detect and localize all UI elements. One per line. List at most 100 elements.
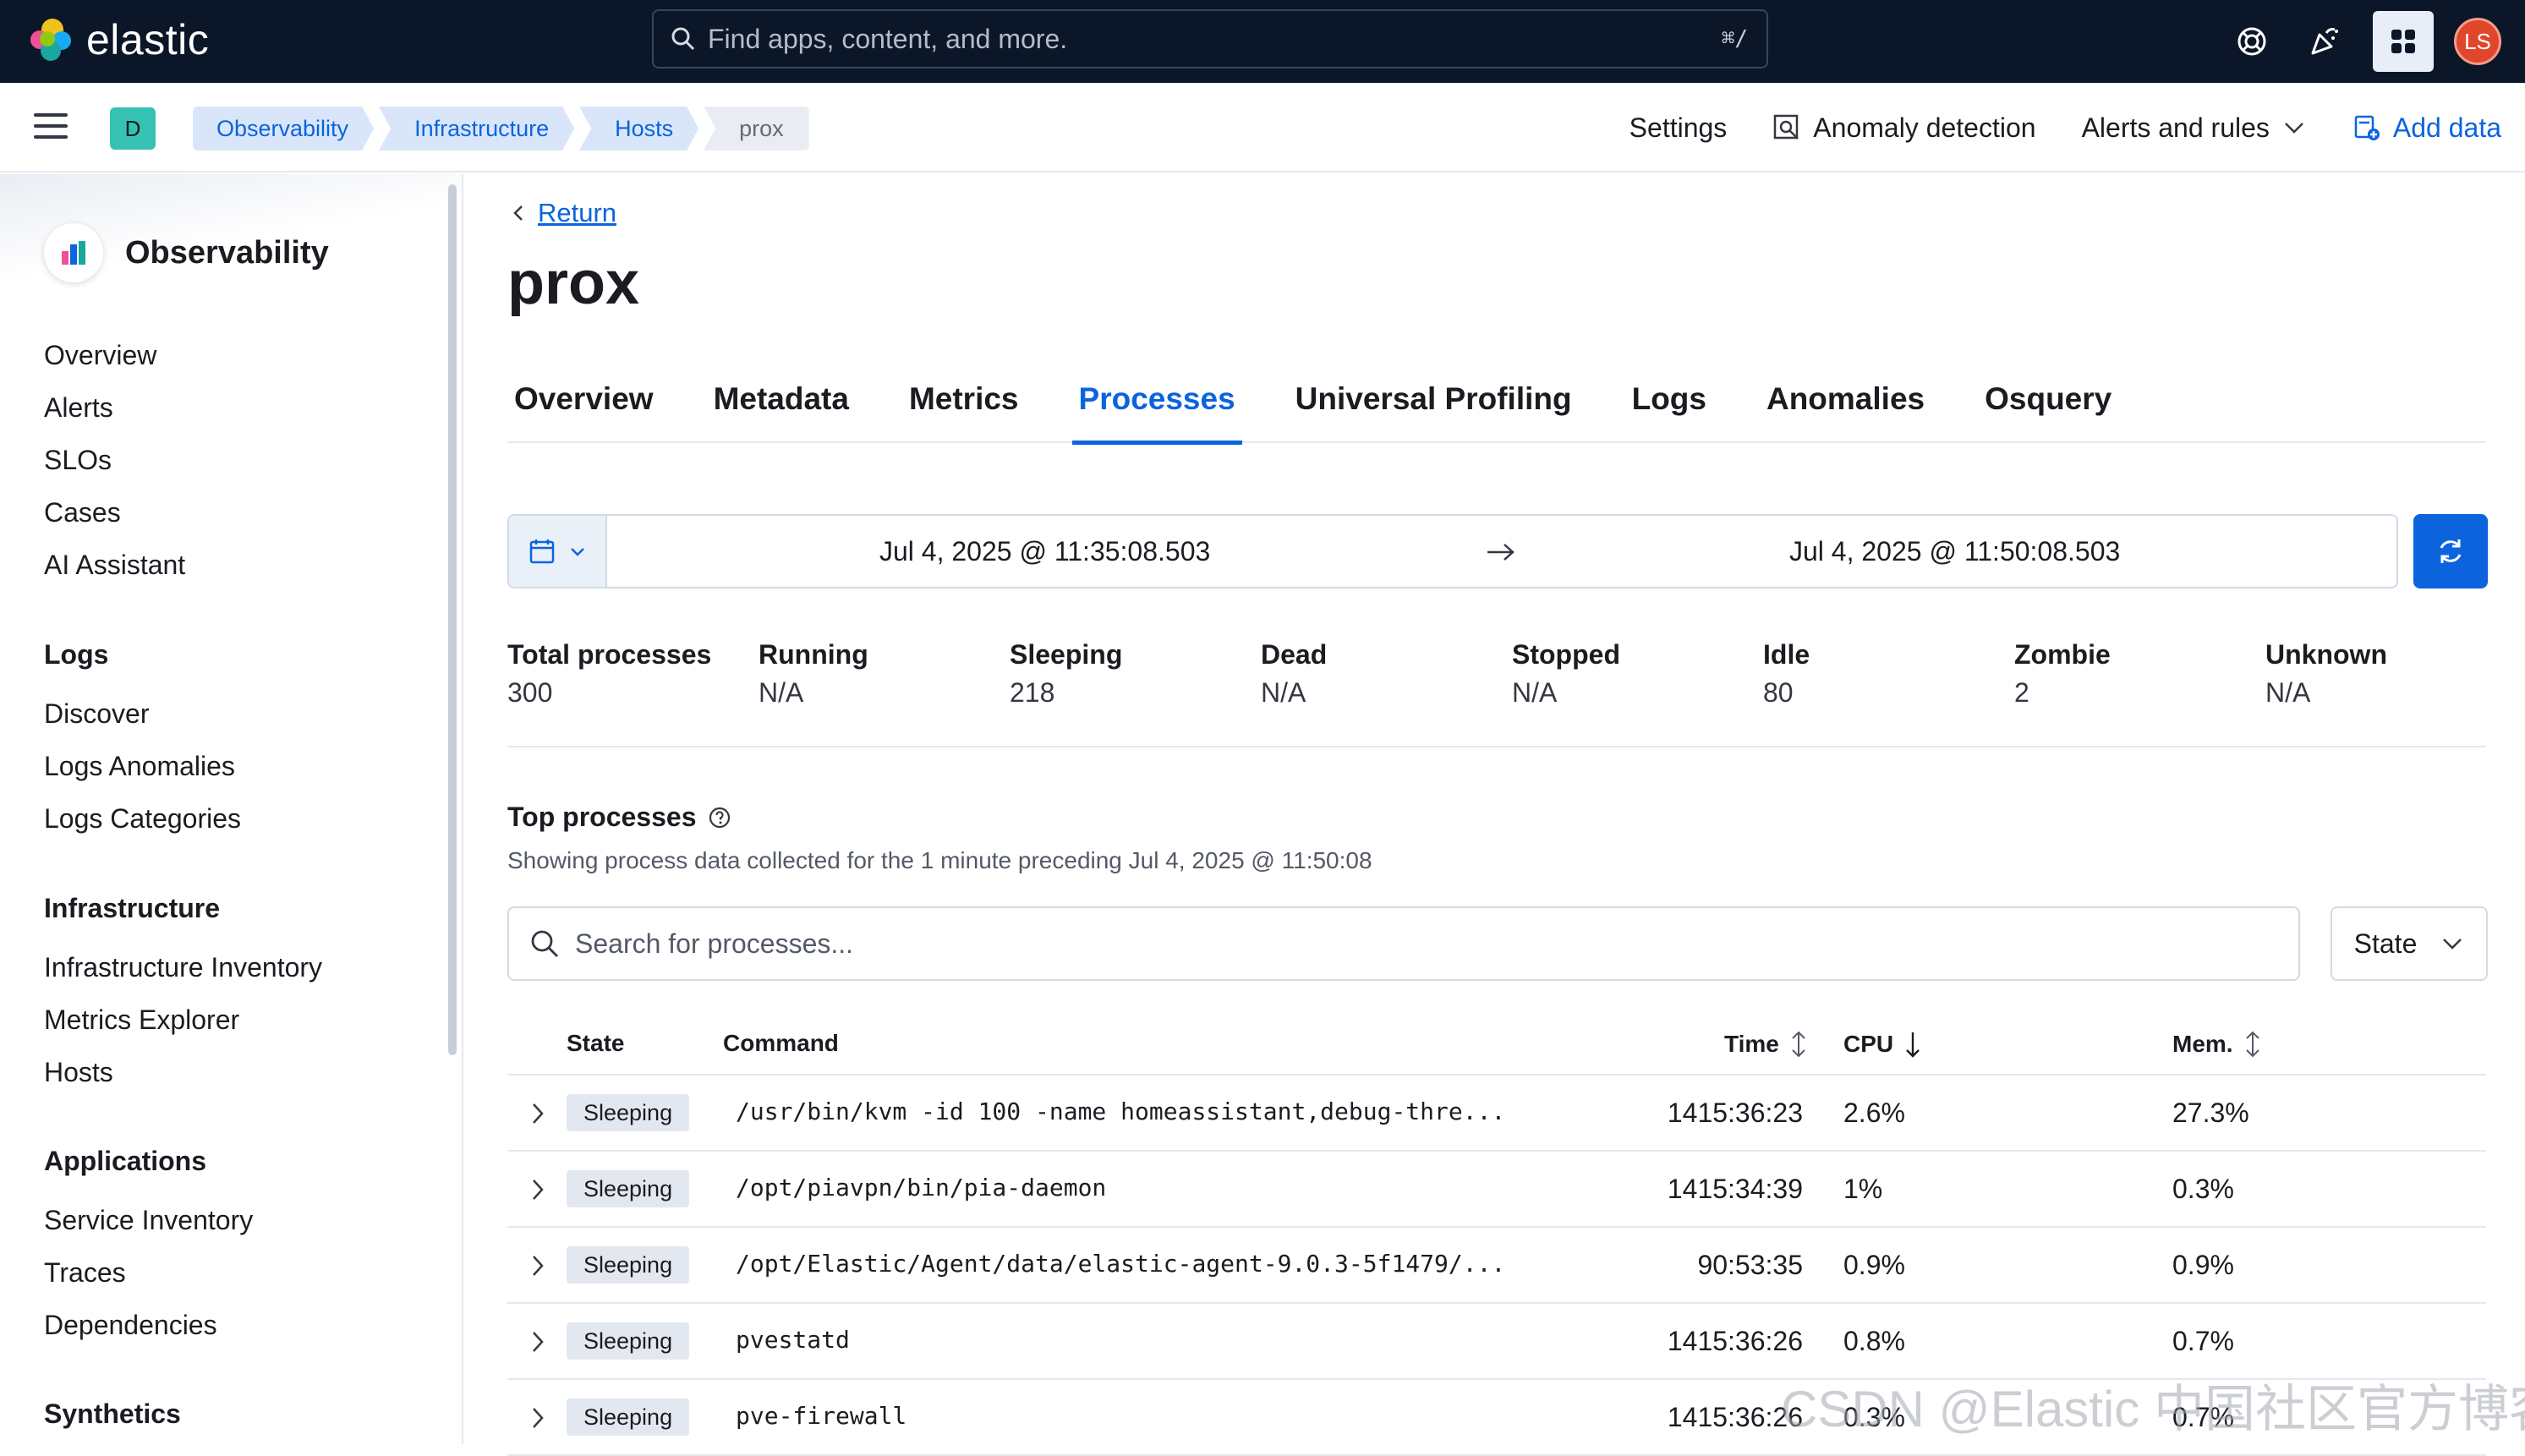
- chevron-down-icon: [2285, 123, 2303, 134]
- sidebar-item-dependencies[interactable]: Dependencies: [44, 1310, 217, 1340]
- top-processes-title: Top processes: [507, 802, 731, 833]
- sidebar-scrollbar[interactable]: [448, 184, 457, 1055]
- breadcrumb: Observability Infrastructure Hosts prox: [193, 107, 814, 151]
- process-cpu: 1%: [1843, 1174, 1883, 1204]
- question-icon[interactable]: [708, 806, 731, 829]
- tab-anomalies[interactable]: Anomalies: [1766, 381, 1925, 416]
- search-shortcut: ⌘/: [1721, 26, 1748, 52]
- table-row[interactable]: Sleeping /usr/bin/kvm -id 100 -name home…: [507, 1076, 2486, 1152]
- alerts-and-rules-label: Alerts and rules: [2081, 112, 2270, 143]
- refresh-button[interactable]: [2413, 514, 2488, 588]
- anomaly-detection-link[interactable]: Anomaly detection: [1772, 112, 2036, 144]
- sidebar-item-alerts[interactable]: Alerts: [44, 392, 113, 423]
- breadcrumb-current: prox: [704, 107, 809, 151]
- global-search-input[interactable]: Find apps, content, and more. ⌘/: [652, 9, 1768, 68]
- start-date[interactable]: Jul 4, 2025 @ 11:35:08.503: [879, 535, 1211, 567]
- search-icon: [531, 930, 558, 957]
- settings-link[interactable]: Settings: [1629, 112, 1728, 144]
- help-button[interactable]: [2216, 0, 2288, 83]
- breadcrumb-hosts[interactable]: Hosts: [579, 107, 698, 151]
- table-row[interactable]: Sleeping pve-firewall 1415:36:26 0.3% 0.…: [507, 1380, 2486, 1456]
- elastic-logo[interactable]: elastic: [27, 15, 209, 64]
- breadcrumb-observability[interactable]: Observability: [193, 107, 374, 151]
- table-row[interactable]: Sleeping /opt/Elastic/Agent/data/elastic…: [507, 1228, 2486, 1304]
- return-label: Return: [538, 198, 617, 227]
- anomaly-detection-label: Anomaly detection: [1813, 112, 2036, 143]
- tab-metadata[interactable]: Metadata: [713, 381, 849, 416]
- process-time: 1415:36:26: [1667, 1402, 1803, 1432]
- stat-unknown: Unknown N/A: [2265, 639, 2387, 708]
- end-date[interactable]: Jul 4, 2025 @ 11:50:08.503: [1789, 535, 2121, 567]
- space-avatar[interactable]: D: [110, 107, 156, 150]
- date-picker: Jul 4, 2025 @ 11:35:08.503 Jul 4, 2025 @…: [507, 514, 2398, 588]
- expand-row-icon[interactable]: [529, 1405, 546, 1431]
- sidebar-item-infrastructure-inventory[interactable]: Infrastructure Inventory: [44, 952, 323, 983]
- stat-sleeping: Sleeping 218: [1010, 639, 1123, 708]
- column-cpu[interactable]: CPU: [1843, 1030, 1922, 1059]
- chevron-down-icon: [2443, 939, 2462, 950]
- process-table-header: State Command Time CPU Mem.: [507, 1023, 2486, 1076]
- sidebar-section-applications: Applications: [44, 1146, 207, 1176]
- tab-metrics[interactable]: Metrics: [908, 381, 1019, 416]
- expand-row-icon[interactable]: [529, 1177, 546, 1202]
- sidebar-item-service-inventory[interactable]: Service Inventory: [44, 1205, 254, 1235]
- sidebar-item-cases[interactable]: Cases: [44, 497, 121, 528]
- watermark: CSDN @Elastic 中国社区官方博客: [1781, 1381, 2525, 1437]
- column-mem[interactable]: Mem.: [2172, 1030, 2262, 1059]
- chevron-down-icon: [571, 548, 584, 556]
- process-command: /opt/Elastic/Agent/data/elastic-agent-9.…: [736, 1250, 1506, 1278]
- anomaly-detection-icon: [1774, 114, 1799, 140]
- observability-icon: [62, 241, 85, 265]
- sidebar-title: Observability: [125, 234, 329, 271]
- stat-running: Running N/A: [759, 639, 868, 708]
- expand-row-icon[interactable]: [529, 1329, 546, 1355]
- table-row[interactable]: Sleeping pvestatd 1415:36:26 0.8% 0.7%: [507, 1304, 2486, 1380]
- tab-universal-profiling[interactable]: Universal Profiling: [1295, 381, 1572, 416]
- column-time[interactable]: Time: [1724, 1030, 1808, 1059]
- sidebar-item-metrics-explorer[interactable]: Metrics Explorer: [44, 1004, 240, 1035]
- sidebar-item-logs-anomalies[interactable]: Logs Anomalies: [44, 751, 235, 781]
- sidebar-item-ai-assistant[interactable]: AI Assistant: [44, 550, 186, 580]
- column-command[interactable]: Command: [723, 1030, 839, 1056]
- sidebar-item-logs-categories[interactable]: Logs Categories: [44, 803, 242, 834]
- sidebar-item-hosts[interactable]: Hosts: [44, 1057, 113, 1087]
- sidebar-item-overview[interactable]: Overview: [44, 340, 157, 370]
- return-link[interactable]: Return: [511, 198, 616, 228]
- process-time: 1415:34:39: [1667, 1174, 1803, 1204]
- menu-toggle-button[interactable]: [34, 113, 68, 142]
- add-data-link[interactable]: Add data: [2352, 112, 2501, 144]
- chevron-left-icon: [513, 205, 523, 221]
- stat-zombie: Zombie 2: [2014, 639, 2111, 708]
- sidebar-section-logs: Logs: [44, 639, 109, 670]
- tab-overview[interactable]: Overview: [514, 381, 654, 416]
- tab-logs[interactable]: Logs: [1631, 381, 1706, 416]
- side-nav: Observability Overview Alerts SLOs Cases…: [0, 174, 463, 1444]
- alerts-and-rules-menu[interactable]: Alerts and rules: [2082, 112, 2307, 144]
- process-search-input[interactable]: Search for processes...: [507, 906, 2300, 981]
- quick-select-button[interactable]: [509, 516, 607, 587]
- tab-processes[interactable]: Processes: [1071, 370, 1242, 445]
- process-cpu: 0.8%: [1843, 1326, 1905, 1356]
- process-command: pve-firewall: [736, 1402, 907, 1430]
- ai-assistant-button[interactable]: [2373, 11, 2434, 72]
- state-filter-button[interactable]: State: [2331, 906, 2488, 981]
- process-summary: Total processes 300 Running N/A Sleeping 21…: [507, 639, 2486, 747]
- arrow-right-icon: [1487, 544, 1514, 561]
- top-processes-label: Top processes: [507, 802, 697, 832]
- sidebar-item-discover[interactable]: Discover: [44, 698, 150, 729]
- tab-osquery[interactable]: Osquery: [1985, 381, 2112, 416]
- sidebar-section-infrastructure: Infrastructure: [44, 893, 221, 923]
- process-mem: 0.7%: [2172, 1402, 2234, 1432]
- sidebar-item-slos[interactable]: SLOs: [44, 445, 112, 475]
- table-row[interactable]: Sleeping /opt/piavpn/bin/pia-daemon 1415…: [507, 1152, 2486, 1228]
- expand-row-icon[interactable]: [529, 1253, 546, 1278]
- process-command: /opt/piavpn/bin/pia-daemon: [736, 1174, 1107, 1201]
- news-feed-button[interactable]: [2288, 0, 2361, 83]
- sidebar-item-traces[interactable]: Traces: [44, 1257, 126, 1288]
- help-icon: [2237, 27, 2266, 56]
- breadcrumb-infrastructure[interactable]: Infrastructure: [379, 107, 574, 151]
- column-state[interactable]: State: [567, 1030, 625, 1056]
- user-avatar[interactable]: LS: [2454, 18, 2501, 65]
- expand-row-icon[interactable]: [529, 1101, 546, 1126]
- observability-logo: [44, 223, 103, 282]
